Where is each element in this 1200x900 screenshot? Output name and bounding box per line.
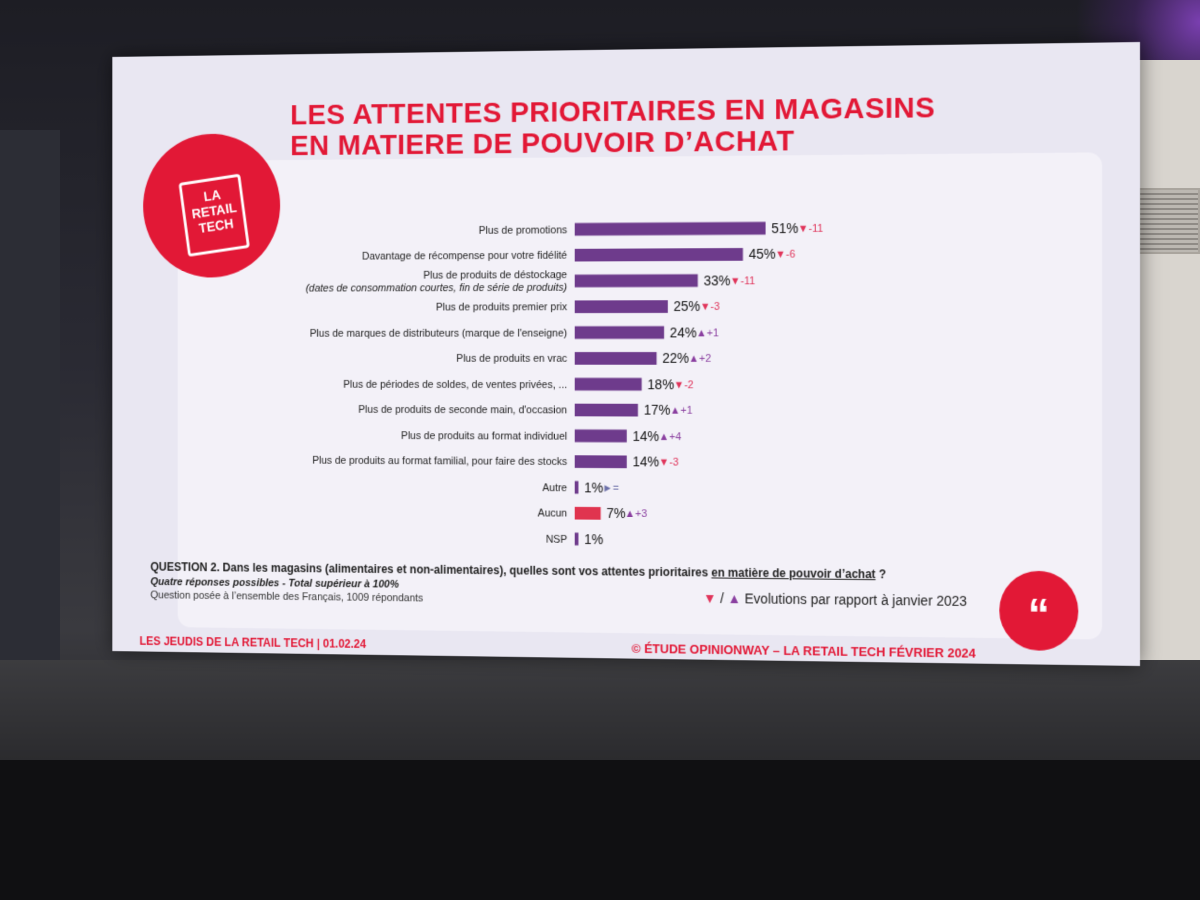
evolution-arrow-8: ▲	[659, 431, 669, 443]
category-label-12: NSP	[546, 534, 567, 546]
evolution-value-5: +2	[699, 353, 711, 365]
up-arrow-icon: ▲	[728, 590, 741, 606]
legend-text: Evolutions par rapport à janvier 2023	[741, 591, 967, 609]
value-label-5: 22%	[662, 351, 689, 366]
value-label-3: 25%	[674, 299, 701, 314]
evolution-arrow-10: ►	[602, 482, 612, 494]
evolution-value-1: -6	[786, 249, 795, 261]
evolution-arrow-2: ▼	[730, 275, 740, 287]
category-label-4: Plus de marques de distributeurs (marque…	[310, 327, 567, 339]
evolution-value-8: +4	[669, 431, 681, 443]
value-label-0: 51%	[771, 221, 798, 236]
value-label-7: 17%	[644, 403, 671, 418]
legend-separator: /	[716, 590, 727, 606]
value-label-11: 7%	[606, 506, 625, 521]
evolution-value-3: -3	[710, 301, 719, 313]
bar-4	[575, 326, 664, 339]
projection-screen: LA RETAIL TECH LES ATTENTES PRIORITAIRES…	[112, 42, 1140, 666]
category-label-8: Plus de produits au format individuel	[401, 430, 567, 443]
category-label-5: Plus de produits en vrac	[456, 353, 567, 365]
evolution-value-10: =	[613, 483, 619, 495]
bar-2	[575, 274, 698, 287]
evolution-arrow-9: ▼	[659, 457, 669, 469]
evolution-arrow-5: ▲	[689, 353, 699, 365]
evolution-arrow-11: ▲	[625, 508, 635, 520]
category-sublabel-2: (dates de consommation courtes, fin de s…	[306, 282, 568, 295]
evolution-arrow-7: ▲	[670, 405, 680, 417]
value-label-8: 14%	[632, 429, 659, 444]
evolution-value-2: -11	[741, 275, 756, 287]
value-label-2: 33%	[704, 273, 731, 288]
category-label-10: Autre	[542, 482, 567, 494]
down-arrow-icon: ▼	[703, 590, 716, 606]
bar-11	[575, 507, 601, 520]
bar-8	[575, 429, 627, 442]
question-underlined: en matière de pouvoir d’achat	[711, 566, 875, 581]
bar-10	[575, 481, 579, 494]
stage-front	[0, 760, 1200, 900]
category-label-11: Aucun	[538, 508, 567, 520]
category-label-6: Plus de périodes de soldes, de ventes pr…	[343, 379, 567, 391]
bar-1	[575, 248, 743, 262]
category-label-9: Plus de produits au format familial, pou…	[312, 455, 567, 468]
evolution-arrow-1: ▼	[775, 249, 785, 261]
category-label-2: Plus de produits de déstockage	[423, 269, 567, 281]
bar-12	[575, 533, 579, 546]
stage-floor	[0, 660, 1200, 760]
category-label-1: Davantage de récompense pour votre fidél…	[362, 250, 567, 263]
value-label-6: 18%	[647, 377, 674, 392]
evolution-value-6: -2	[684, 379, 693, 391]
question-suffix: ?	[876, 567, 886, 581]
evolution-legend: ▼ / ▲ Evolutions par rapport à janvier 2…	[703, 590, 967, 609]
value-label-12: 1%	[584, 532, 603, 547]
bar-0	[575, 222, 766, 236]
evolution-value-7: +1	[680, 405, 692, 417]
category-label-7: Plus de produits de seconde main, d'occa…	[358, 404, 567, 416]
bar-6	[575, 378, 642, 391]
bar-9	[575, 455, 627, 468]
value-label-1: 45%	[749, 247, 776, 262]
evolution-arrow-3: ▼	[700, 301, 710, 313]
air-vent	[1138, 188, 1200, 254]
value-label-4: 24%	[670, 325, 697, 340]
quote-icon: “	[999, 571, 1078, 652]
bar-7	[575, 404, 638, 417]
value-label-9: 14%	[632, 455, 659, 470]
category-label-3: Plus de produits premier prix	[436, 302, 568, 314]
category-label-0: Plus de promotions	[479, 224, 568, 236]
evolution-arrow-6: ▼	[674, 379, 684, 391]
evolution-value-11: +3	[635, 509, 647, 521]
evolution-arrow-4: ▲	[696, 327, 706, 339]
wall-left	[0, 130, 60, 670]
value-label-10: 1%	[584, 480, 603, 495]
bar-3	[575, 300, 668, 313]
evolution-value-9: -3	[669, 457, 678, 469]
bar-5	[575, 352, 657, 365]
evolution-arrow-0: ▼	[798, 223, 809, 235]
evolution-value-0: -11	[809, 223, 824, 235]
evolution-value-4: +1	[707, 327, 719, 339]
